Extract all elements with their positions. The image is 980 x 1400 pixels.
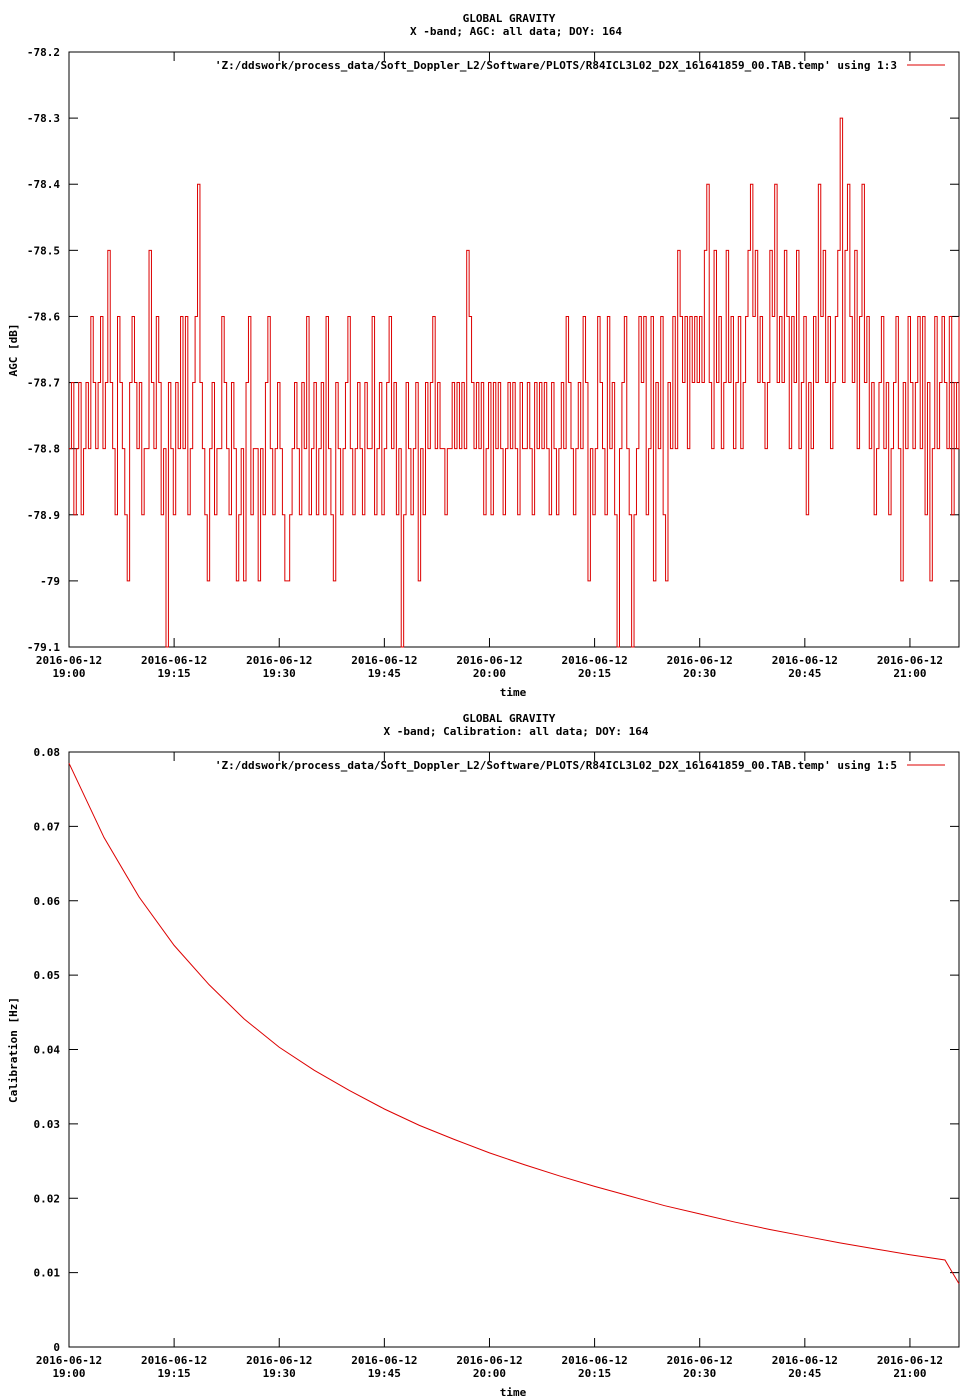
x-tick-label-date: 2016-06-12 — [667, 1354, 733, 1367]
y-tick-label: 0.04 — [34, 1044, 61, 1057]
agc-chart: GLOBAL GRAVITY X -band; AGC: all data; D… — [7, 12, 960, 699]
x-tick-label-date: 2016-06-12 — [877, 1354, 943, 1367]
y-axis-label: Calibration [Hz] — [7, 997, 20, 1103]
y-tick-label: 0.08 — [34, 746, 61, 759]
x-tick-label-date: 2016-06-12 — [561, 1354, 627, 1367]
y-tick-label: 0.02 — [34, 1192, 61, 1205]
y-tick-label: 0 — [53, 1341, 60, 1354]
x-tick-label-date: 2016-06-12 — [772, 1354, 838, 1367]
y-tick-label: -78.7 — [27, 377, 60, 390]
x-tick-label-time: 19:30 — [263, 667, 296, 680]
x-tick-label-time: 19:45 — [368, 667, 401, 680]
x-tick-label-time: 20:15 — [578, 1367, 611, 1380]
x-tick-label-date: 2016-06-12 — [772, 654, 838, 667]
legend-label: 'Z:/ddswork/process_data/Soft_Doppler_L2… — [215, 59, 897, 72]
x-tick-label-date: 2016-06-12 — [351, 654, 417, 667]
x-tick-label-time: 21:00 — [893, 1367, 926, 1380]
x-tick-label-time: 21:00 — [893, 667, 926, 680]
x-tick-label-time: 20:00 — [473, 1367, 506, 1380]
y-tick-label: -78.5 — [27, 244, 60, 257]
x-axis-label: time — [500, 1386, 527, 1399]
y-axis-label: AGC [dB] — [7, 324, 20, 377]
chart-title: GLOBAL GRAVITY — [463, 12, 556, 25]
x-tick-label-date: 2016-06-12 — [877, 654, 943, 667]
x-tick-label-time: 20:30 — [683, 1367, 716, 1380]
x-tick-label-time: 20:15 — [578, 667, 611, 680]
x-tick-label-date: 2016-06-12 — [561, 654, 627, 667]
x-tick-label-time: 19:00 — [52, 667, 85, 680]
x-tick-label-date: 2016-06-12 — [456, 1354, 522, 1367]
x-tick-label-time: 19:15 — [158, 667, 191, 680]
y-tick-label: -78.8 — [27, 443, 60, 456]
y-tick-label: 0.05 — [34, 969, 61, 982]
x-tick-label-date: 2016-06-12 — [141, 1354, 207, 1367]
y-tick-label: -79.1 — [27, 641, 60, 654]
x-tick-label-time: 19:45 — [368, 1367, 401, 1380]
y-tick-label: 0.06 — [34, 895, 61, 908]
y-tick-label: -78.3 — [27, 112, 60, 125]
legend-label: 'Z:/ddswork/process_data/Soft_Doppler_L2… — [215, 759, 897, 772]
y-tick-label: -78.4 — [27, 178, 60, 191]
x-tick-label-date: 2016-06-12 — [351, 1354, 417, 1367]
x-tick-label-date: 2016-06-12 — [246, 1354, 312, 1367]
x-tick-label-date: 2016-06-12 — [36, 1354, 102, 1367]
y-tick-label: -78.6 — [27, 310, 60, 323]
chart-subtitle: X -band; Calibration: all data; DOY: 164 — [384, 725, 649, 738]
x-tick-label-time: 20:45 — [788, 1367, 821, 1380]
x-tick-label-time: 19:15 — [158, 1367, 191, 1380]
chart-subtitle: X -band; AGC: all data; DOY: 164 — [410, 25, 622, 38]
y-tick-label: 0.07 — [34, 820, 61, 833]
x-tick-label-date: 2016-06-12 — [246, 654, 312, 667]
x-tick-label-time: 20:30 — [683, 667, 716, 680]
y-tick-label: -78.2 — [27, 46, 60, 59]
y-tick-label: -79 — [40, 575, 60, 588]
data-series-line — [69, 117, 960, 648]
y-tick-label: -78.9 — [27, 509, 60, 522]
y-tick-label: 0.03 — [34, 1118, 61, 1131]
x-tick-label-time: 19:00 — [52, 1367, 85, 1380]
chart-title: GLOBAL GRAVITY — [463, 712, 556, 725]
x-tick-label-time: 20:00 — [473, 667, 506, 680]
x-tick-label-time: 19:30 — [263, 1367, 296, 1380]
y-tick-label: 0.01 — [34, 1267, 61, 1280]
x-tick-label-date: 2016-06-12 — [36, 654, 102, 667]
x-tick-label-date: 2016-06-12 — [141, 654, 207, 667]
plot-frame — [68, 751, 960, 1348]
calibration-chart: GLOBAL GRAVITY X -band; Calibration: all… — [7, 712, 960, 1399]
x-tick-label-date: 2016-06-12 — [456, 654, 522, 667]
data-series-line — [68, 762, 960, 1285]
x-tick-label-time: 20:45 — [788, 667, 821, 680]
x-axis-label: time — [500, 686, 527, 699]
x-tick-label-date: 2016-06-12 — [667, 654, 733, 667]
